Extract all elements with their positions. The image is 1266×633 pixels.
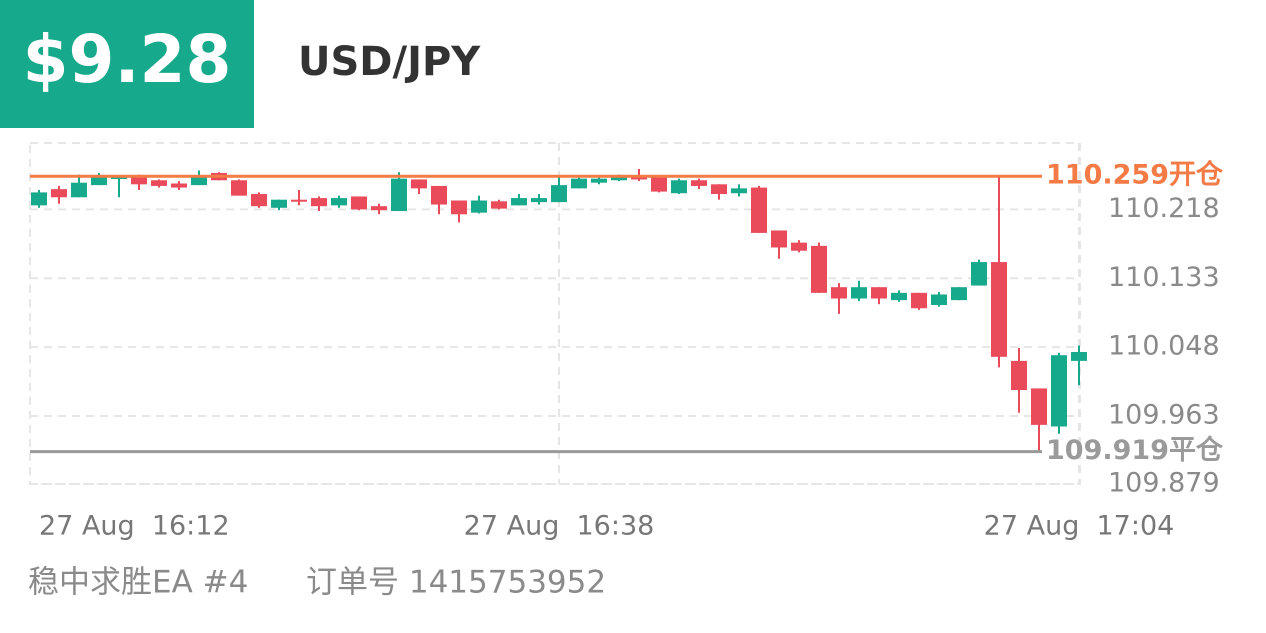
candle-body: [511, 198, 527, 206]
candle-body: [231, 180, 247, 196]
chart-title: USD/JPY: [298, 39, 481, 85]
strategy-name: 稳中求胜EA #4: [28, 565, 248, 601]
candle-body: [91, 176, 107, 186]
candle-body: [71, 182, 87, 198]
candle-body: [31, 192, 47, 206]
candle-body: [491, 201, 507, 209]
profit-badge: [0, 0, 254, 128]
candle-body: [611, 176, 627, 181]
candle-body: [351, 196, 367, 210]
candle-body: [831, 287, 847, 299]
x-tick-label: 27 Aug 16:38: [464, 511, 655, 542]
candle-body: [1031, 388, 1047, 425]
candle-body: [111, 177, 127, 180]
candle-body: [451, 200, 467, 215]
candle-body: [871, 287, 887, 299]
candle-body: [431, 185, 447, 205]
candle-body: [191, 177, 207, 186]
candle-body: [711, 184, 727, 195]
candle-body: [531, 198, 547, 203]
candle-body: [551, 185, 567, 203]
candle-body: [591, 178, 607, 183]
profit: $9.28: [23, 21, 232, 98]
open-price-line-label: 110.259开仓: [1046, 160, 1224, 191]
close-price-line-label: 109.919平仓: [1046, 435, 1224, 466]
candle-body: [571, 178, 587, 189]
candle-body: [291, 199, 307, 202]
candle-body: [251, 194, 267, 207]
order-number: 订单号 1415753952: [306, 565, 606, 601]
candle-body: [771, 230, 787, 248]
candle-body: [1011, 360, 1027, 391]
y-tick-label: 109.879: [1108, 468, 1220, 499]
candle-body: [991, 262, 1007, 357]
candle-body: [951, 287, 967, 301]
candle-body: [811, 245, 827, 293]
candle-body: [931, 294, 947, 305]
candle-body: [311, 198, 327, 207]
candle-body: [671, 180, 687, 194]
candle-body: [691, 180, 707, 186]
y-tick-label: 110.048: [1108, 331, 1220, 362]
candle-body: [471, 200, 487, 213]
candle-body: [1071, 351, 1087, 361]
candle-body: [751, 187, 767, 233]
x-tick-label: 27 Aug 16:12: [39, 511, 230, 542]
candle-body: [331, 198, 347, 206]
candle-body: [1051, 355, 1067, 427]
candle-body: [731, 188, 747, 194]
candle-body: [171, 183, 187, 188]
x-tick-label: 27 Aug 17:04: [984, 511, 1175, 542]
candle-body: [271, 199, 287, 208]
candle-body: [371, 206, 387, 211]
candle-body: [411, 179, 427, 189]
y-tick-label: 110.218: [1108, 193, 1220, 224]
candle-body: [151, 180, 167, 186]
y-tick-label: 110.133: [1108, 262, 1220, 293]
candle-body: [651, 177, 667, 192]
candle-body: [971, 262, 987, 286]
candle-body: [891, 292, 907, 301]
candle-body: [391, 178, 407, 212]
candle-body: [51, 189, 67, 198]
y-tick-label: 109.963: [1108, 399, 1220, 430]
candle-body: [131, 176, 147, 185]
candle-body: [851, 287, 867, 299]
candle-body: [791, 242, 807, 251]
candle-body: [911, 292, 927, 309]
